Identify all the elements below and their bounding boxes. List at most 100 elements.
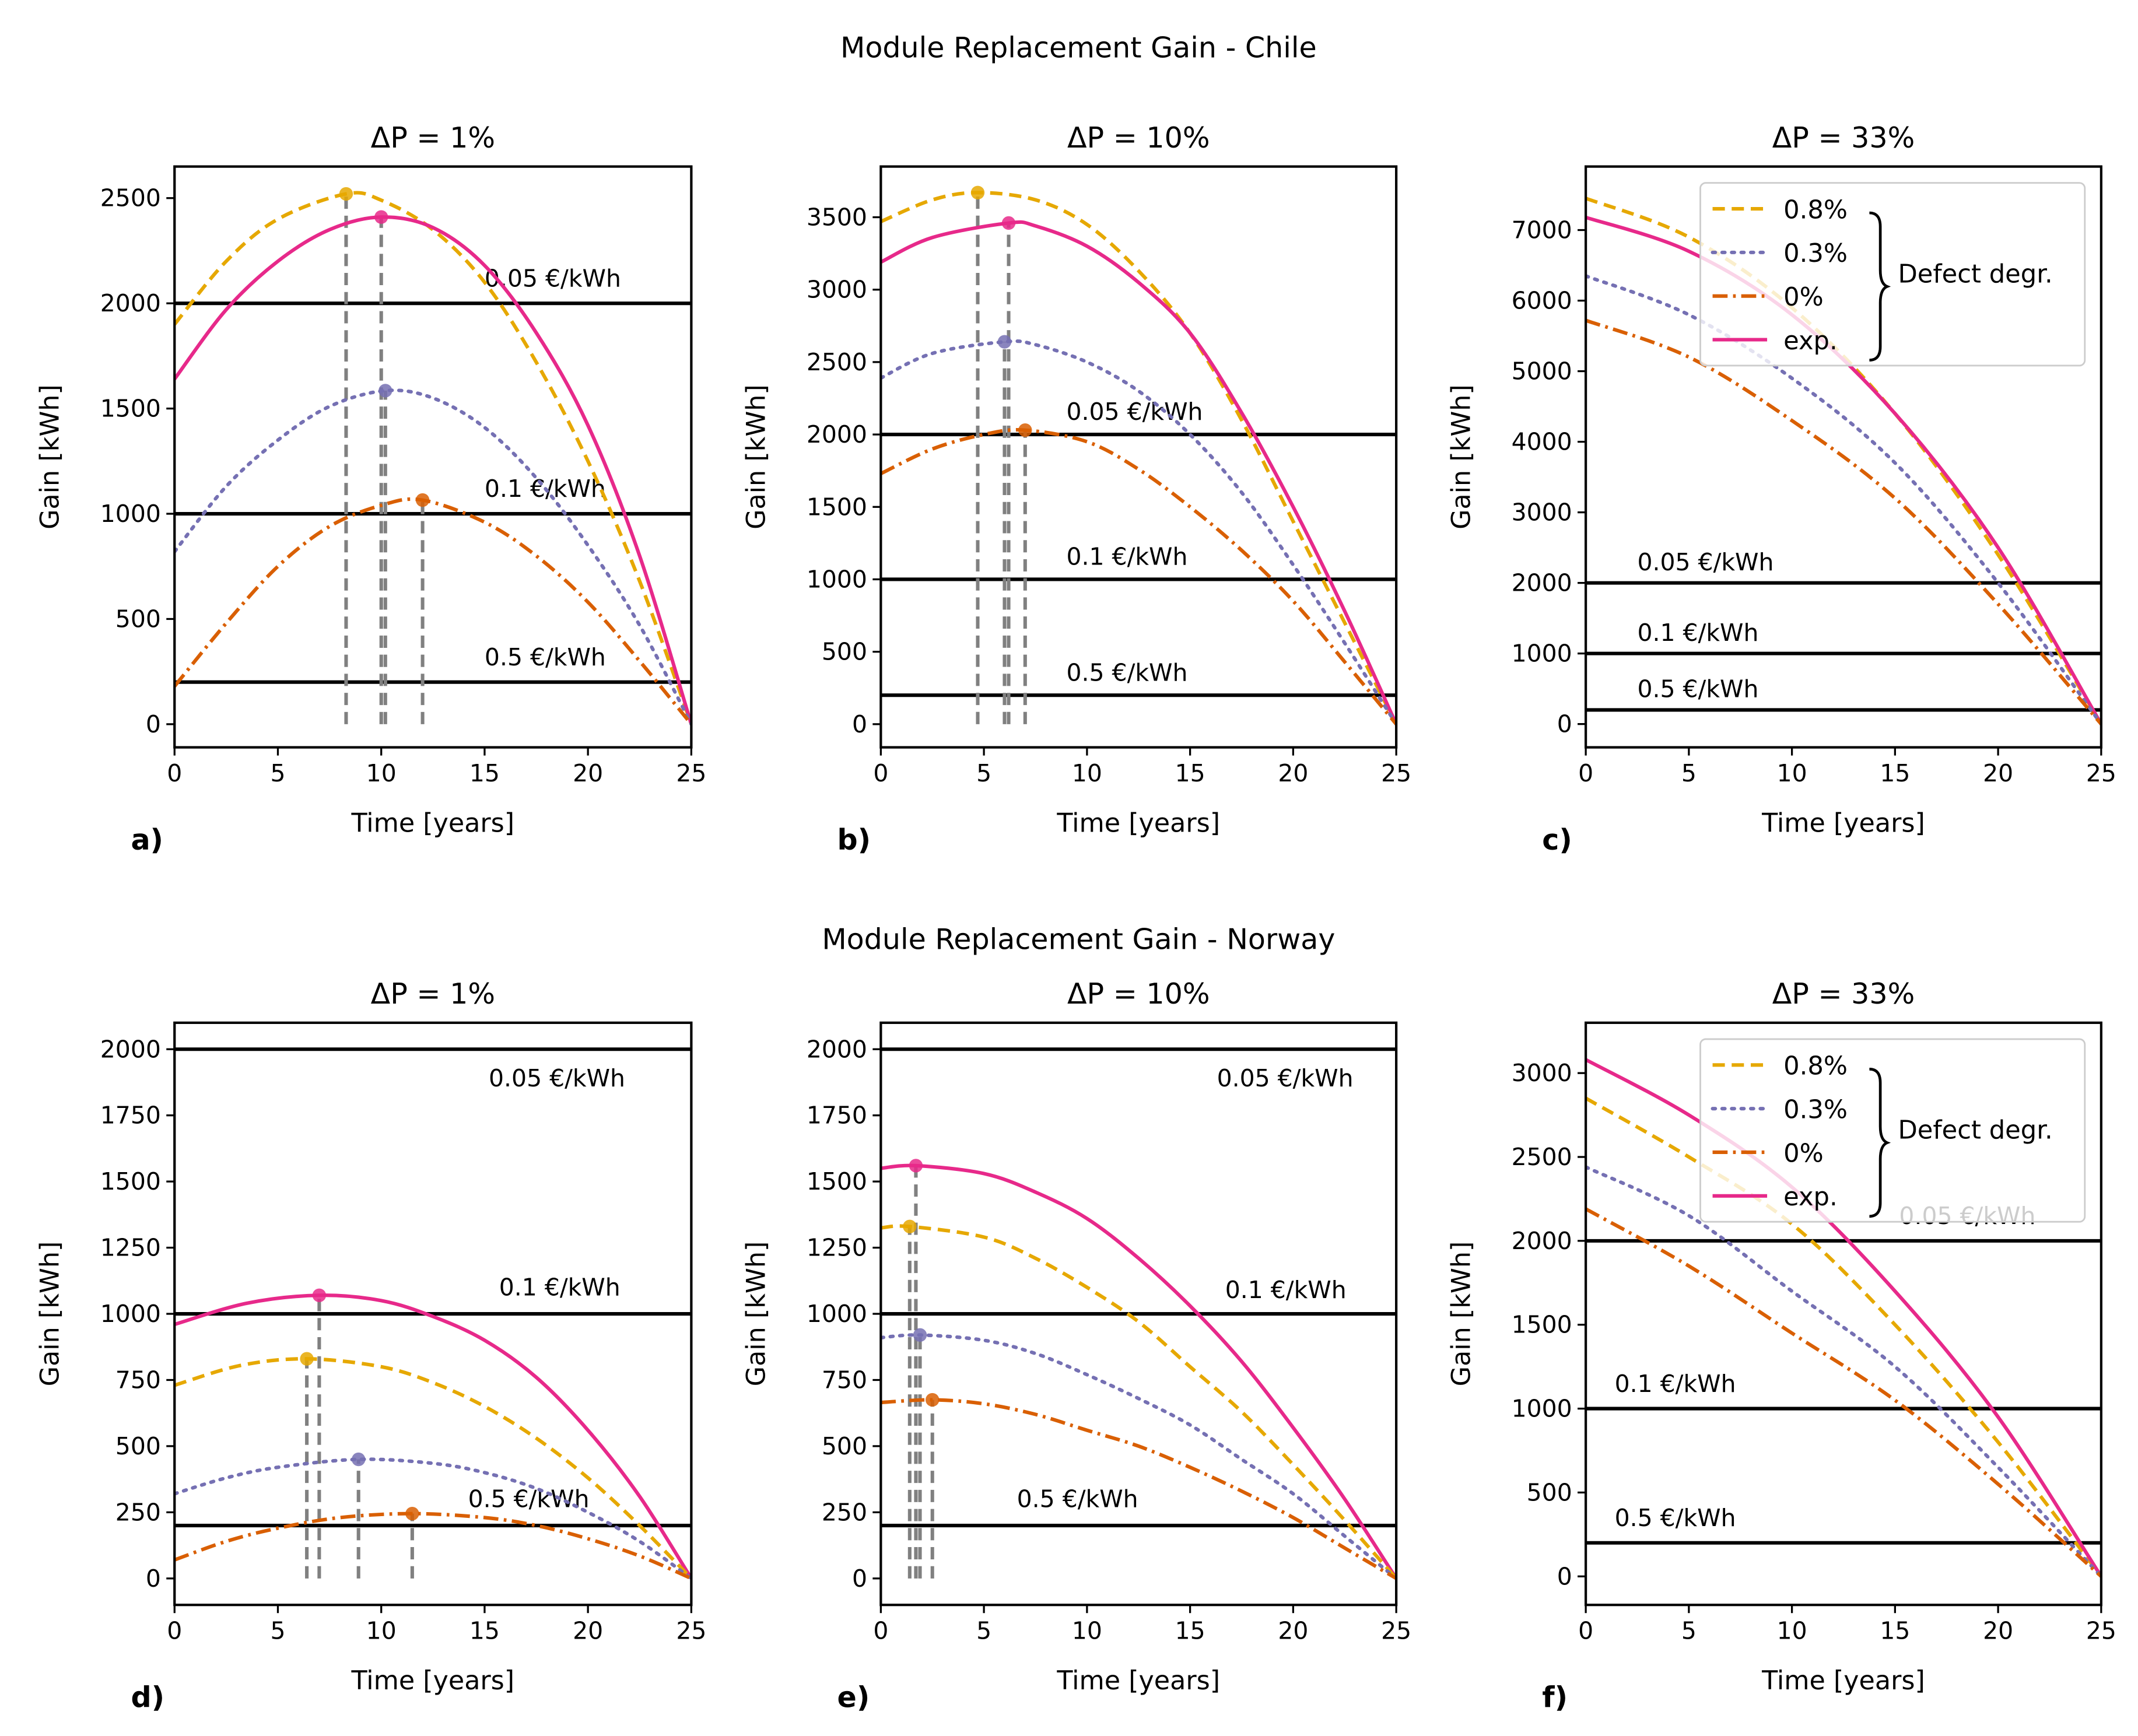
supertitle-norway: Module Replacement Gain - Norway	[822, 923, 1335, 956]
legend-label: 0%	[1783, 283, 1824, 312]
max-marker-0.3%	[913, 1328, 927, 1342]
y-axis-label: Gain [kWh]	[1446, 1241, 1476, 1387]
x-tick-label: 25	[676, 1617, 706, 1645]
threshold-label: 0.1 €/kWh	[1615, 1370, 1736, 1398]
y-tick-label: 1000	[100, 1300, 161, 1328]
legend-label: exp.	[1783, 1183, 1838, 1212]
axes-frame	[879, 165, 1398, 749]
axes-frame	[1585, 165, 2102, 749]
x-tick-label: 20	[1983, 1617, 2013, 1645]
x-tick-label: 0	[167, 1617, 182, 1645]
series-line-0.3%	[1586, 1165, 2101, 1579]
y-tick-label: 750	[115, 1366, 161, 1394]
panel-letter: a)	[131, 823, 163, 857]
y-axis-label: Gain [kWh]	[742, 384, 772, 529]
x-tick-label: 25	[1381, 1617, 1411, 1645]
max-marker-0%	[415, 493, 430, 507]
axes-frame	[1585, 1021, 2102, 1607]
y-tick-label: 1750	[100, 1102, 161, 1130]
panel-letter: e)	[837, 1681, 870, 1714]
panel-title: ΔP = 1%	[371, 977, 495, 1011]
panel-letter: b)	[837, 823, 871, 857]
max-marker-0.8%	[903, 1219, 917, 1233]
series-line-0%	[174, 497, 692, 725]
x-tick-label: 25	[1381, 759, 1411, 787]
y-tick-label: 500	[115, 605, 161, 633]
supertitle-chile: Module Replacement Gain - Chile	[840, 31, 1317, 65]
y-tick-label: 0	[146, 710, 161, 738]
x-tick-label: 15	[1880, 759, 1910, 787]
plot-area	[174, 1288, 692, 1580]
y-tick-label: 1500	[100, 1167, 161, 1195]
y-tick-label: 5000	[1512, 357, 1572, 385]
threshold-label: 0.5 €/kWh	[1017, 1485, 1138, 1513]
x-axis-label: Time [years]	[351, 809, 514, 839]
y-tick-label: 2500	[100, 184, 161, 212]
panel-letter: d)	[131, 1681, 164, 1714]
x-tick-label: 10	[1777, 1617, 1807, 1645]
y-tick-label: 2000	[100, 289, 161, 317]
legend-label: 0.3%	[1783, 239, 1848, 268]
x-tick-label: 20	[1278, 759, 1308, 787]
y-axis-label: Gain [kWh]	[1446, 384, 1476, 529]
y-tick-label: 0	[146, 1565, 161, 1593]
max-marker-exp.	[1001, 216, 1016, 230]
series-line-0.8%	[174, 1357, 692, 1580]
y-tick-label: 1000	[100, 500, 161, 528]
threshold-label: 0.05 €/kWh	[489, 1064, 625, 1092]
x-tick-label: 5	[976, 759, 991, 787]
plot-area	[881, 1159, 1397, 1580]
series-line-0.3%	[174, 1457, 692, 1580]
x-axis-label: Time [years]	[1056, 809, 1220, 839]
y-tick-label: 250	[115, 1498, 161, 1526]
y-tick-label: 2000	[100, 1035, 161, 1063]
panel-letter: f)	[1542, 1681, 1568, 1714]
legend-brace-label: Defect degr.	[1898, 259, 2053, 289]
y-tick-label: 2000	[1512, 569, 1572, 597]
series-line-0.3%	[881, 339, 1397, 726]
y-tick-label: 750	[822, 1366, 867, 1394]
x-tick-label: 10	[366, 759, 397, 787]
y-tick-label: 6000	[1512, 287, 1572, 315]
panel-d: ΔP = 1% 0.05 €/kWh 0.1 €/kWh 0.5 €/kWh 0 5 10 1…	[36, 977, 707, 1714]
threshold-label: 0.05 €/kWh	[485, 264, 621, 292]
y-tick-label: 500	[115, 1432, 161, 1460]
x-tick-label: 20	[573, 759, 603, 787]
y-axis-label: Gain [kWh]	[36, 384, 65, 529]
panel-title: ΔP = 33%	[1772, 121, 1915, 155]
series-line-0.8%	[881, 1224, 1397, 1580]
series-line-0.8%	[1586, 1096, 2101, 1578]
y-tick-label: 0	[1557, 1562, 1572, 1590]
y-tick-label: 3500	[807, 204, 867, 232]
x-tick-label: 5	[1681, 759, 1697, 787]
legend-label: 0.8%	[1783, 1052, 1848, 1081]
series-line-exp.	[1586, 215, 2101, 725]
y-axis-label: Gain [kWh]	[742, 1241, 772, 1387]
threshold-label: 0.5 €/kWh	[485, 643, 606, 671]
y-tick-label: 2500	[1512, 1143, 1572, 1171]
plot-area	[174, 187, 692, 726]
threshold-label: 0.5 €/kWh	[1615, 1504, 1736, 1532]
x-tick-label: 0	[873, 759, 888, 787]
legend: 0.8% 0.3% 0% exp. Defect degr.	[1699, 182, 2086, 367]
x-tick-label: 10	[1072, 759, 1102, 787]
max-marker-0.8%	[339, 187, 353, 201]
y-tick-label: 500	[822, 638, 867, 666]
panel-b: ΔP = 10% 0.05 €/kWh 0.1 €/kWh 0.5 €/kWh 0 5 10…	[742, 121, 1412, 857]
max-marker-0.3%	[378, 384, 392, 398]
x-tick-label: 15	[1175, 1617, 1205, 1645]
x-tick-label: 5	[1681, 1617, 1697, 1645]
threshold-label: 0.05 €/kWh	[1217, 1064, 1354, 1092]
y-tick-label: 1250	[100, 1234, 161, 1262]
panel-title: ΔP = 33%	[1772, 977, 1915, 1011]
y-tick-label: 2500	[807, 348, 867, 376]
y-tick-label: 0	[1557, 710, 1572, 738]
x-axis-label: Time [years]	[1761, 809, 1925, 839]
max-marker-0.3%	[997, 335, 1012, 349]
x-tick-label: 10	[366, 1617, 397, 1645]
brace-icon	[1869, 1068, 1891, 1218]
y-tick-label: 3000	[807, 276, 867, 304]
